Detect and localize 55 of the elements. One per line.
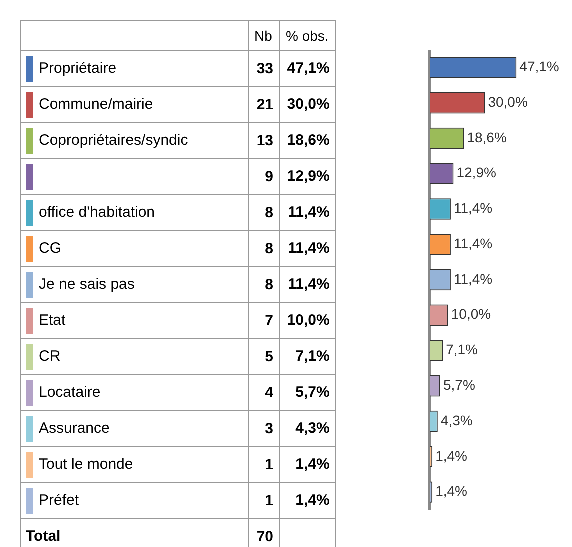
data-label: 11,4%: [280, 266, 336, 302]
data-label: 8: [265, 240, 274, 257]
y-tick-label: Je ne sais pas: [20, 266, 248, 302]
text: 7,1%: [446, 342, 478, 358]
text: 30,0%: [488, 94, 528, 110]
data-label: 11,4%: [280, 230, 336, 266]
text: 18,6%: [467, 129, 507, 146]
text: 11,4%: [454, 270, 493, 287]
data-label: 11,4%: [280, 194, 336, 230]
y-tick-label: office d'habitation: [20, 194, 248, 230]
text: 10,0%: [451, 306, 492, 322]
data-label: 47,1%: [280, 50, 336, 86]
data-label: 5,7%: [280, 374, 336, 410]
y-tick-label: Copropriétaires/syndic: [20, 122, 248, 158]
y-tick-label: Propriétaire: [20, 50, 248, 86]
data-label: 8: [265, 276, 274, 293]
y-tick-label: CR: [20, 338, 248, 374]
y-tick-label: Commune/mairie: [20, 86, 248, 122]
data-label: 1,4%: [280, 482, 336, 518]
data-label: 3: [265, 420, 274, 437]
text: 4,3%: [440, 412, 473, 428]
data-label: 33: [256, 60, 274, 77]
data-label: 1: [265, 456, 274, 473]
text: Total: [26, 528, 61, 545]
y-tick-label: Tout le monde: [20, 446, 248, 482]
y-tick-label: Etat: [20, 302, 248, 338]
y-tick-label: CG: [20, 230, 248, 266]
data-label: 10,0%: [280, 302, 336, 338]
text: 12,9%: [456, 164, 496, 181]
text: 1,4%: [436, 448, 468, 464]
data-label: 21: [256, 96, 274, 113]
text: 11,4%: [454, 235, 493, 252]
data-label: 5: [265, 348, 274, 365]
data-label: 18,6%: [280, 122, 336, 158]
text: 1,4%: [436, 483, 468, 500]
data-label: 1: [265, 492, 274, 509]
data-label: 1,4%: [280, 446, 336, 482]
data-label: 30,0%: [280, 86, 336, 122]
data-label: 12,9%: [280, 158, 336, 194]
text: 11,4%: [454, 200, 493, 216]
text: 70: [256, 528, 274, 545]
data-label: 7,1%: [280, 338, 336, 374]
data-label: 4: [265, 384, 274, 401]
text: 47,1%: [520, 58, 560, 75]
y-tick-label: Locataire: [20, 374, 248, 410]
data-label: 7: [265, 312, 274, 329]
data-label: 13: [256, 132, 274, 149]
data-label: 4,3%: [280, 410, 336, 446]
y-tick-label: Préfet: [20, 482, 248, 518]
y-tick-label: Assurance: [20, 410, 248, 446]
text: Nb: [254, 28, 272, 44]
data-label: 8: [265, 204, 274, 221]
text: 5,7%: [443, 377, 476, 394]
text: % obs.: [286, 28, 329, 44]
data-label: 9: [265, 168, 274, 185]
